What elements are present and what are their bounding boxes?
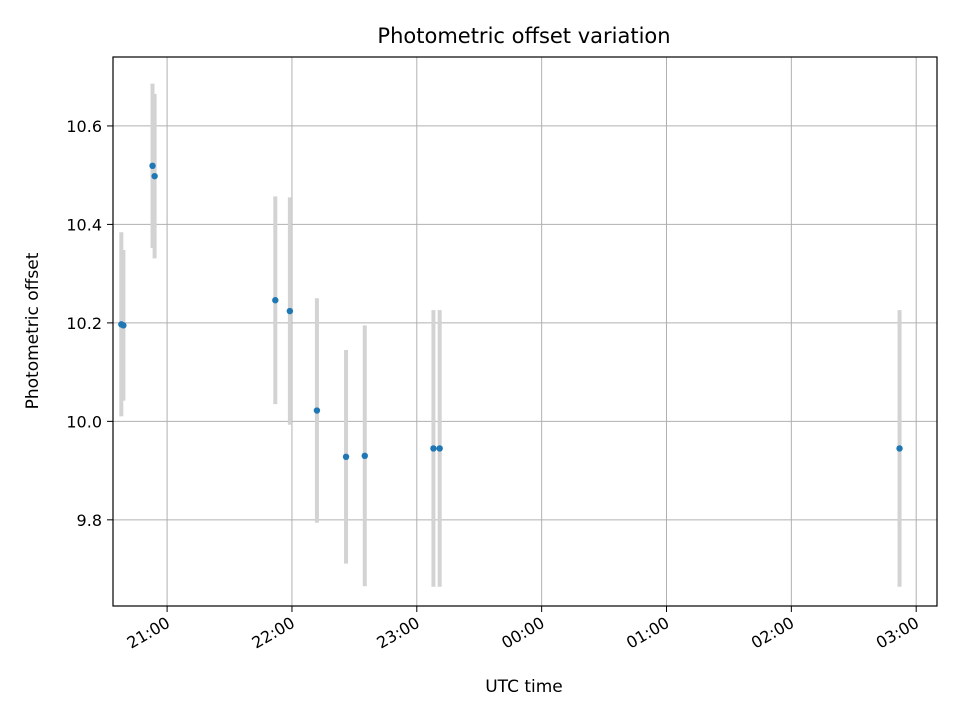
data-point bbox=[151, 172, 158, 180]
data-point bbox=[149, 162, 156, 170]
y-axis-label: Photometric offset bbox=[23, 252, 43, 409]
y-tick-label: 10.4 bbox=[66, 215, 102, 234]
data-point bbox=[430, 445, 437, 452]
data-point bbox=[361, 452, 368, 460]
grid bbox=[113, 57, 937, 606]
data-point bbox=[286, 307, 294, 315]
plot-area-frame bbox=[112, 56, 938, 607]
data-points bbox=[118, 162, 903, 461]
y-axis: 9.8 10.0 10.2 10.4 10.6 bbox=[66, 117, 113, 530]
y-tick-label: 10.2 bbox=[66, 314, 102, 333]
data-point bbox=[120, 322, 127, 329]
chart-title: Photometric offset variation bbox=[377, 24, 670, 48]
x-axis-label: UTC time bbox=[485, 677, 563, 697]
data-point bbox=[272, 297, 279, 304]
data-point bbox=[313, 407, 321, 414]
data-point bbox=[436, 445, 443, 452]
data-point bbox=[342, 453, 350, 461]
data-point bbox=[896, 445, 903, 452]
y-tick-label: 10.6 bbox=[66, 117, 102, 136]
y-tick-label: 9.8 bbox=[77, 511, 102, 530]
y-tick-label: 10.0 bbox=[66, 412, 102, 431]
